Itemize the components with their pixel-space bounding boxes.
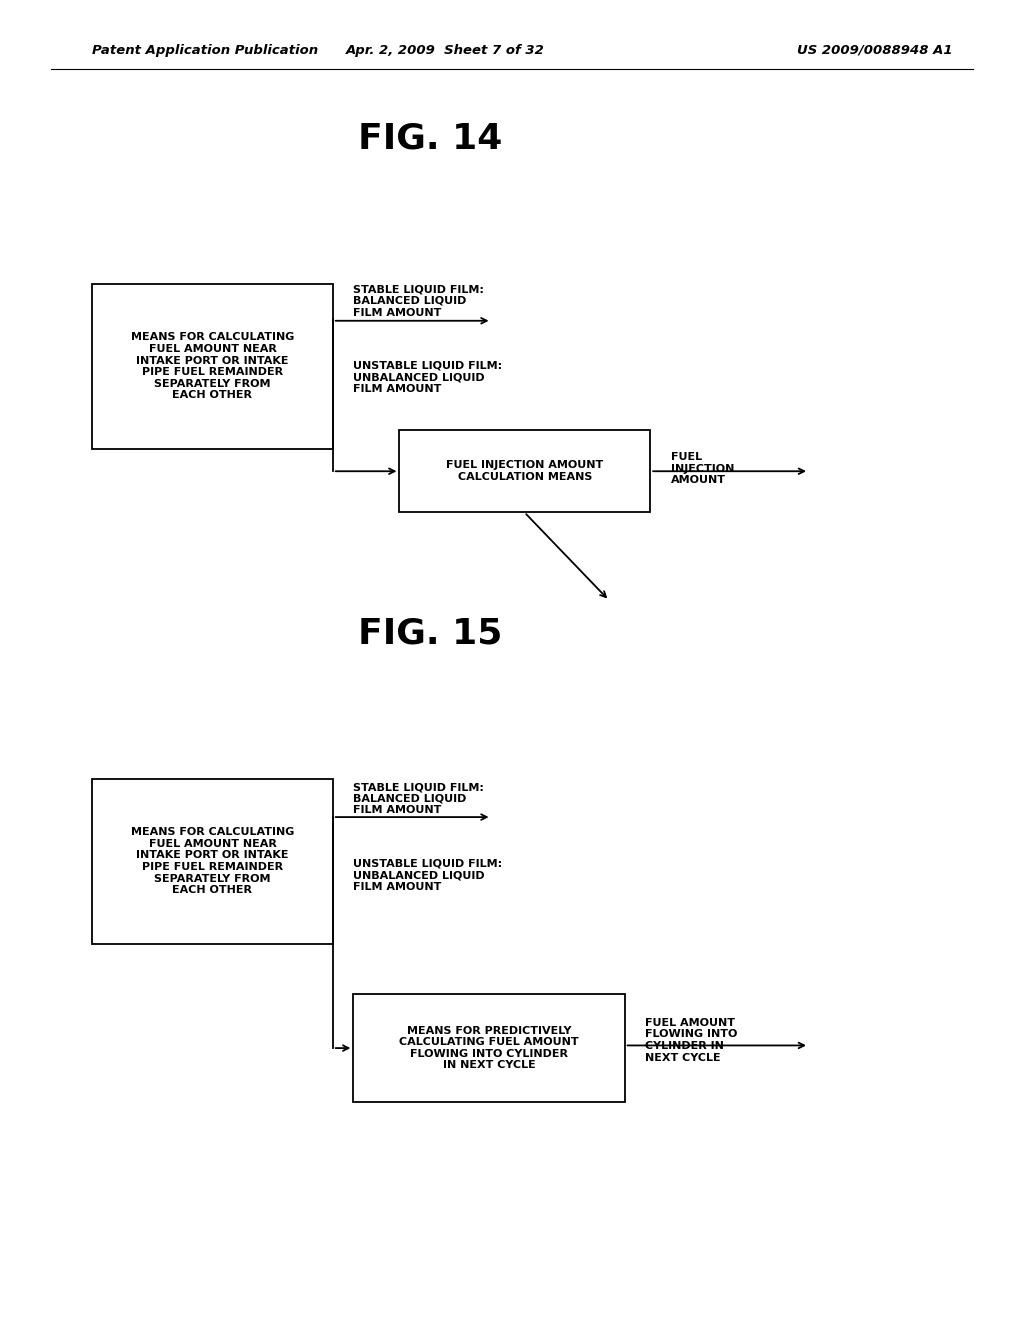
Text: US 2009/0088948 A1: US 2009/0088948 A1 [797, 44, 952, 57]
Text: MEANS FOR CALCULATING
FUEL AMOUNT NEAR
INTAKE PORT OR INTAKE
PIPE FUEL REMAINDER: MEANS FOR CALCULATING FUEL AMOUNT NEAR I… [131, 333, 294, 400]
Text: UNSTABLE LIQUID FILM:
UNBALANCED LIQUID
FILM AMOUNT: UNSTABLE LIQUID FILM: UNBALANCED LIQUID … [353, 858, 503, 892]
Bar [353, 994, 625, 1102]
Text: UNSTABLE LIQUID FILM:
UNBALANCED LIQUID
FILM AMOUNT: UNSTABLE LIQUID FILM: UNBALANCED LIQUID … [353, 360, 503, 395]
Text: MEANS FOR PREDICTIVELY
CALCULATING FUEL AMOUNT
FLOWING INTO CYLINDER
IN NEXT CYC: MEANS FOR PREDICTIVELY CALCULATING FUEL … [399, 1026, 579, 1071]
Text: STABLE LIQUID FILM:
BALANCED LIQUID
FILM AMOUNT: STABLE LIQUID FILM: BALANCED LIQUID FILM… [353, 781, 484, 816]
Text: STABLE LIQUID FILM:
BALANCED LIQUID
FILM AMOUNT: STABLE LIQUID FILM: BALANCED LIQUID FILM… [353, 284, 484, 318]
Text: Patent Application Publication: Patent Application Publication [92, 44, 318, 57]
Text: FIG. 14: FIG. 14 [358, 121, 502, 156]
Text: Apr. 2, 2009  Sheet 7 of 32: Apr. 2, 2009 Sheet 7 of 32 [346, 44, 545, 57]
Text: FUEL
INJECTION
AMOUNT: FUEL INJECTION AMOUNT [671, 451, 734, 486]
Text: FIG. 15: FIG. 15 [358, 616, 502, 651]
Text: FUEL INJECTION AMOUNT
CALCULATION MEANS: FUEL INJECTION AMOUNT CALCULATION MEANS [446, 461, 603, 482]
Text: MEANS FOR CALCULATING
FUEL AMOUNT NEAR
INTAKE PORT OR INTAKE
PIPE FUEL REMAINDER: MEANS FOR CALCULATING FUEL AMOUNT NEAR I… [131, 828, 294, 895]
Bar [92, 779, 333, 944]
Text: FUEL AMOUNT
FLOWING INTO
CYLINDER IN
NEXT CYCLE: FUEL AMOUNT FLOWING INTO CYLINDER IN NEX… [645, 1018, 737, 1063]
Bar [92, 284, 333, 449]
Bar [399, 430, 650, 512]
